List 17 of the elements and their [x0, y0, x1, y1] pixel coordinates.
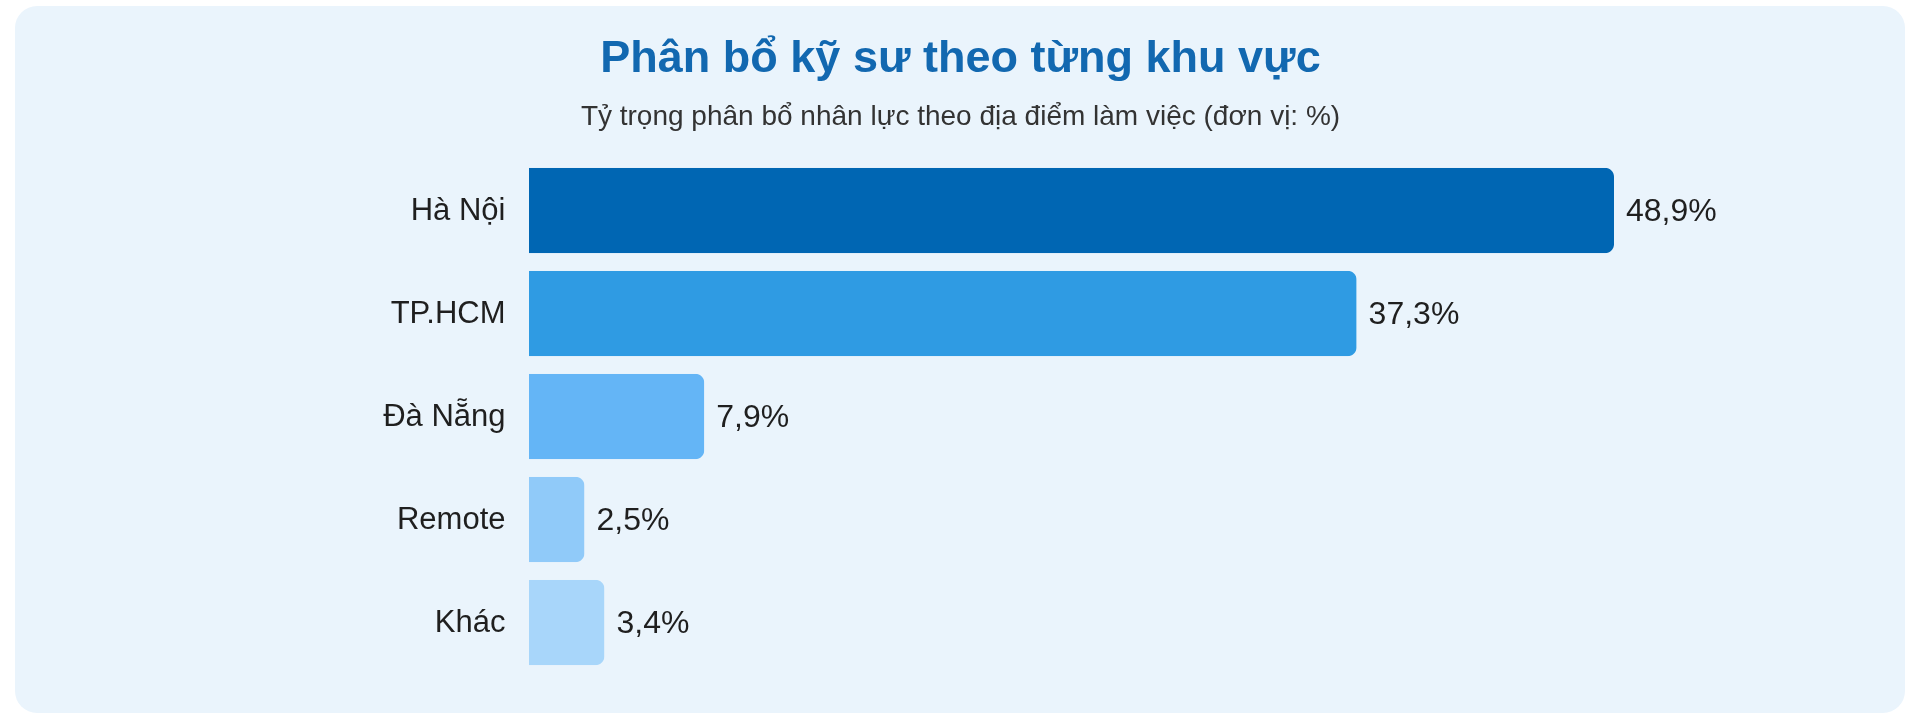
- bar: [529, 373, 705, 460]
- data-label: 37,3%: [1368, 294, 1460, 331]
- data-label: 3,4%: [616, 603, 690, 640]
- bar: [529, 579, 605, 666]
- bar: [529, 476, 585, 563]
- y-tick-label: Khác: [434, 603, 506, 639]
- data-label: 7,9%: [716, 397, 790, 434]
- y-tick-label: Remote: [396, 500, 506, 536]
- bar: [529, 167, 1614, 254]
- data-label: 2,5%: [596, 500, 670, 537]
- chart-title: Phân bổ kỹ sư theo từng khu vực: [600, 31, 1321, 82]
- y-tick-label: Hà Nội: [410, 191, 506, 227]
- bar: [529, 270, 1357, 357]
- data-label: 48,9%: [1626, 191, 1717, 228]
- y-tick-label: TP.HCM: [390, 294, 506, 330]
- y-tick-label: Đà Nẵng: [383, 397, 506, 433]
- chart-subtitle: Tỷ trọng phân bổ nhân lực theo địa điểm làm việc (đơn vị: %): [580, 100, 1341, 131]
